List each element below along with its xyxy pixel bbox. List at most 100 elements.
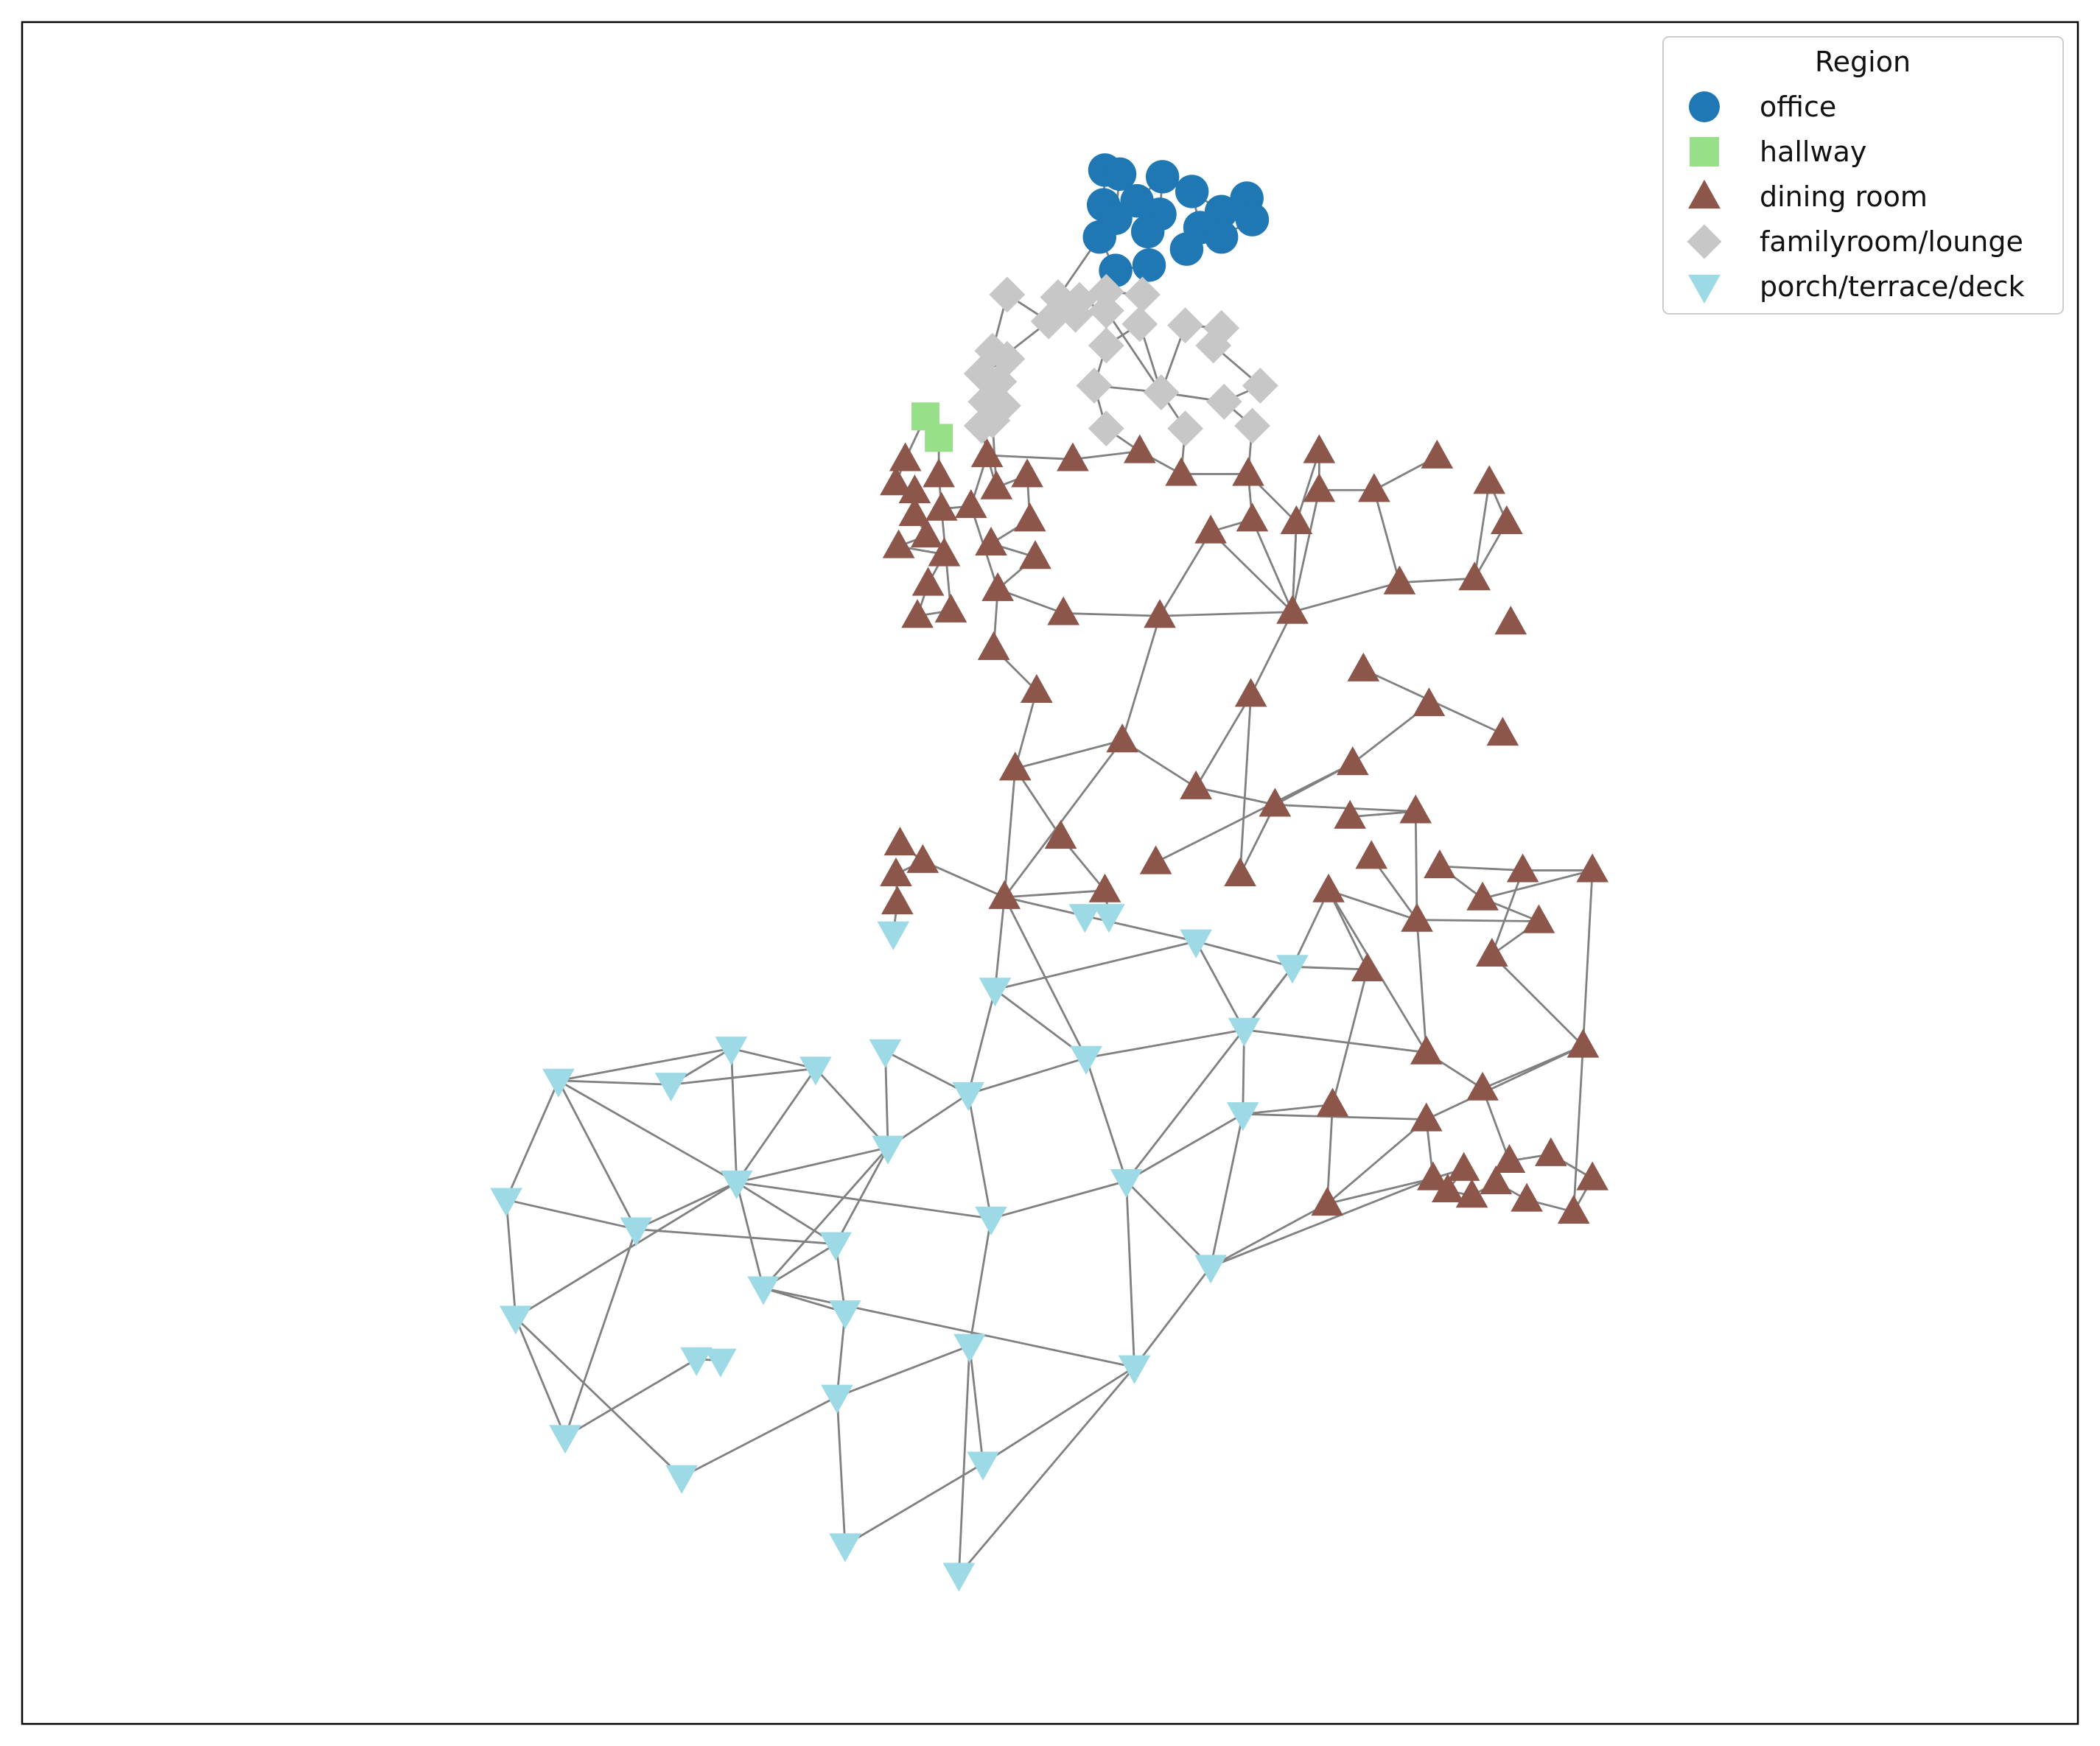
graph-edge: [564, 1358, 697, 1438]
graph-node: [1383, 565, 1416, 595]
graph-edge: [834, 1147, 889, 1245]
graph-node: [1316, 1087, 1349, 1117]
graph-node: [906, 844, 939, 873]
graph-node: [1480, 1165, 1513, 1195]
graph-node: [1047, 596, 1080, 625]
graph-node: [1424, 849, 1456, 879]
graph-node: [1280, 505, 1313, 534]
graph-edge: [635, 1181, 738, 1230]
graph-edge: [1160, 611, 1293, 617]
graph-node: [1228, 1017, 1261, 1047]
graph-edge: [735, 1067, 817, 1183]
graph-node: [1475, 937, 1508, 967]
graph-node: [975, 526, 1007, 556]
graph-node: [1347, 652, 1380, 681]
graph-edge: [735, 1182, 765, 1289]
graph-edge: [1194, 941, 1245, 1031]
graph-edge: [1275, 803, 1416, 813]
graph-node: [704, 1348, 737, 1378]
graph-edge: [1331, 969, 1369, 1105]
graph-edge: [1417, 919, 1539, 922]
graph-edge: [1239, 695, 1253, 874]
graph-edge: [1195, 786, 1275, 806]
graph-edge: [922, 860, 1005, 899]
graph-node: [747, 1276, 780, 1305]
graph-edge: [1155, 762, 1354, 863]
graph-edge: [967, 1093, 993, 1219]
graph-node: [1204, 220, 1239, 254]
graph-edge: [884, 1050, 969, 1095]
graph-node: [979, 978, 1012, 1007]
graph-node: [1401, 902, 1433, 932]
graph-edge: [967, 1056, 1087, 1095]
graph-node: [1061, 281, 1098, 318]
graph-edge: [1326, 1118, 1427, 1205]
graph-edge: [987, 454, 1073, 460]
graph-node: [1011, 458, 1043, 488]
graph-node: [1522, 904, 1555, 933]
graph-node: [1466, 881, 1499, 911]
graph-node: [967, 383, 1004, 420]
graph-edge: [968, 1345, 984, 1464]
graph-node: [952, 1081, 984, 1111]
graph-edge: [1572, 1045, 1584, 1213]
graph-node: [1144, 599, 1176, 628]
graph-node: [1130, 214, 1165, 249]
graph-edge: [1373, 489, 1401, 583]
graph-node: [1303, 434, 1336, 463]
graph-edge: [1481, 1088, 1511, 1162]
graph-node: [954, 489, 987, 519]
graph-node: [911, 567, 945, 596]
graph-node: [1175, 175, 1209, 208]
graph-edge: [557, 1080, 637, 1230]
graph-node: [1410, 1035, 1443, 1065]
graph-edge: [1125, 966, 1294, 1182]
graph-edge: [1242, 1104, 1333, 1115]
graph-node: [989, 276, 1026, 313]
graph-node: [1511, 1182, 1543, 1212]
graph-node: [1234, 407, 1270, 444]
graph-node: [1311, 1187, 1344, 1216]
graph-edge: [1210, 1177, 1434, 1268]
graph-node: [1110, 1169, 1143, 1199]
graph-edge: [1003, 768, 1017, 897]
graph-node: [1167, 410, 1204, 447]
graph-node: [1493, 1143, 1526, 1173]
graph-node: [923, 458, 955, 488]
graph-edge: [736, 1146, 889, 1184]
graph-edge: [995, 940, 1197, 991]
graph-node: [953, 1333, 986, 1363]
graph-edge: [505, 1080, 560, 1201]
graph-node: [1044, 820, 1077, 849]
legend-marker-triangle-up: [1688, 179, 1721, 209]
graph-edge: [1582, 870, 1594, 1046]
graph-node: [963, 355, 1000, 392]
graph-node: [490, 1188, 522, 1217]
graph-node: [1351, 952, 1384, 982]
legend-entries: office hallway dining room familyroom/loung…: [1687, 91, 2025, 304]
graph-edge: [1244, 1028, 1427, 1054]
graph-node: [665, 1465, 699, 1494]
graph-node: [1121, 306, 1158, 343]
graph-node: [1088, 292, 1124, 329]
graph-node: [1235, 203, 1270, 236]
graph-node: [970, 438, 1004, 468]
graph-edge: [1414, 811, 1418, 920]
graph-node: [1020, 673, 1053, 703]
graph-node: [720, 1170, 753, 1199]
graph-node: [925, 491, 958, 521]
graph-node: [881, 886, 914, 915]
graph-edge: [1242, 1112, 1427, 1121]
graph-edge: [1327, 890, 1369, 970]
graph-node: [1506, 853, 1539, 883]
graph-edge: [1292, 965, 1368, 971]
graph-edge: [505, 1199, 517, 1318]
graph-node: [1203, 309, 1240, 346]
legend-label: dining room: [1760, 180, 1928, 213]
graph-node: [928, 537, 961, 567]
graph-edge: [1194, 694, 1252, 788]
graph-node: [1431, 1173, 1464, 1202]
graph-edge: [763, 1287, 846, 1314]
graph-node: [1093, 904, 1125, 933]
graph-node: [1076, 368, 1113, 404]
